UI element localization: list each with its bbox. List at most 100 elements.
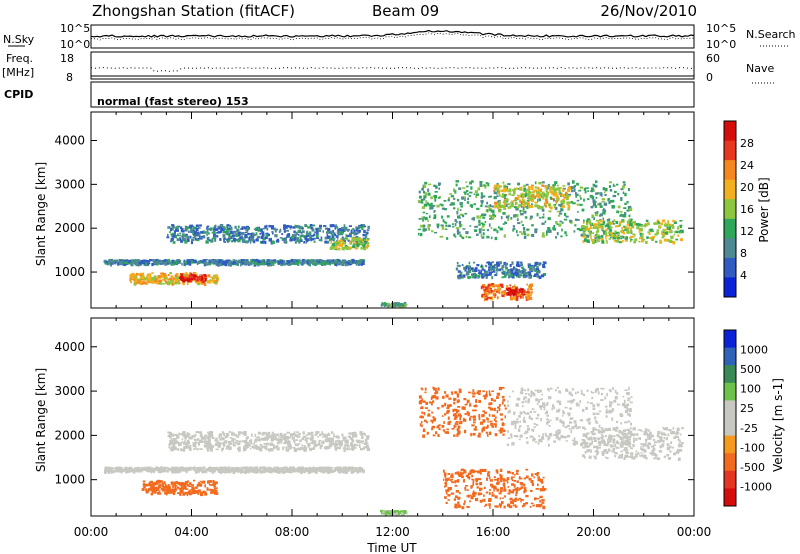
echo-cell — [519, 209, 522, 213]
echo-cell — [329, 224, 334, 228]
echo-cell — [531, 199, 534, 202]
echo-cell — [462, 418, 467, 422]
echo-cell — [290, 466, 293, 470]
echo-cell — [158, 275, 162, 278]
echo-cell — [337, 247, 340, 251]
echo-cell — [527, 202, 530, 205]
echo-cell — [245, 436, 248, 440]
echo-cell — [565, 215, 569, 218]
echo-cell — [436, 204, 440, 208]
echo-cell — [363, 238, 365, 241]
echo-cell — [513, 214, 517, 217]
echo-cell — [448, 197, 451, 200]
echo-cell — [523, 200, 526, 204]
echo-cell — [575, 191, 577, 195]
echo-cell — [198, 261, 202, 264]
echo-cell — [529, 288, 533, 291]
echo-cell — [335, 467, 339, 471]
echo-cell — [324, 240, 328, 244]
echo-cell — [432, 416, 435, 419]
echo-cell — [465, 265, 469, 267]
echo-cell — [181, 433, 185, 437]
echo-cell — [664, 231, 668, 235]
echo-cell — [106, 260, 108, 263]
echo-cell — [281, 259, 284, 263]
echo-cell — [300, 238, 302, 241]
echo-cell — [330, 240, 332, 244]
echo-cell — [211, 237, 214, 241]
echo-cell — [157, 480, 161, 484]
echo-cell — [497, 286, 500, 290]
echo-cell — [522, 207, 525, 211]
echo-cell — [567, 207, 570, 211]
echo-cell — [243, 433, 247, 436]
echo-cell — [201, 282, 205, 285]
echo-cell — [490, 226, 493, 229]
echo-cell — [620, 197, 623, 200]
echo-cell — [421, 206, 426, 209]
echo-cell — [536, 274, 540, 278]
echo-cell — [171, 282, 174, 286]
echo-cell — [592, 226, 596, 229]
echo-cell — [430, 196, 433, 200]
echo-cell — [210, 239, 214, 243]
echo-cell — [455, 267, 459, 271]
echo-cell — [290, 237, 293, 240]
echo-cell — [558, 193, 563, 196]
echo-cell — [259, 470, 263, 474]
echo-cell — [191, 491, 194, 495]
echo-cell — [481, 236, 485, 239]
echo-cell — [238, 440, 242, 443]
echo-cell — [462, 228, 466, 230]
echo-cell — [242, 232, 245, 235]
echo-cell — [352, 470, 355, 473]
echo-cell — [173, 230, 176, 233]
echo-cell — [477, 269, 480, 272]
echo-cell — [200, 466, 203, 470]
echo-cell — [508, 188, 512, 192]
colorbar-tick: 12 — [740, 225, 754, 238]
echo-cell — [603, 208, 605, 211]
echo-cell — [282, 262, 286, 266]
echo-cell — [326, 234, 329, 238]
echo-cell — [111, 263, 114, 265]
echo-cell — [173, 492, 176, 496]
echo-cell — [461, 406, 464, 409]
echo-cell — [504, 187, 507, 190]
echo-cell — [442, 219, 445, 223]
echo-cell — [618, 221, 622, 225]
echo-cell — [523, 230, 526, 233]
echo-cell — [157, 279, 161, 282]
echo-cell — [617, 193, 620, 196]
echo-cell — [450, 195, 454, 198]
echo-cell — [201, 440, 204, 443]
echo-cell — [253, 240, 256, 244]
echo-cell — [346, 442, 349, 446]
echo-cell — [453, 197, 456, 200]
echo-cell — [286, 235, 290, 238]
echo-cell — [608, 222, 612, 225]
echo-cell — [213, 236, 217, 239]
echo-cell — [210, 276, 214, 278]
echo-cell — [519, 187, 523, 190]
echo-cell — [493, 196, 496, 200]
echo-cell — [188, 490, 191, 493]
echo-cell — [458, 388, 462, 391]
echo-cell — [680, 225, 682, 229]
echo-cell — [457, 231, 461, 234]
echo-cell — [358, 441, 362, 444]
echo-cell — [232, 444, 236, 446]
echo-cell — [490, 215, 493, 219]
echo-cell — [187, 441, 190, 444]
echo-cell — [198, 484, 202, 487]
echo-cell — [588, 231, 591, 234]
echo-cell — [282, 446, 285, 449]
echo-cell — [614, 230, 617, 234]
echo-cell — [314, 470, 318, 474]
echo-cell — [427, 227, 430, 231]
echo-cell — [352, 448, 355, 451]
echo-cell — [232, 441, 235, 445]
echo-cell — [349, 436, 352, 439]
echo-cell — [481, 213, 485, 217]
echo-cell — [507, 183, 511, 186]
